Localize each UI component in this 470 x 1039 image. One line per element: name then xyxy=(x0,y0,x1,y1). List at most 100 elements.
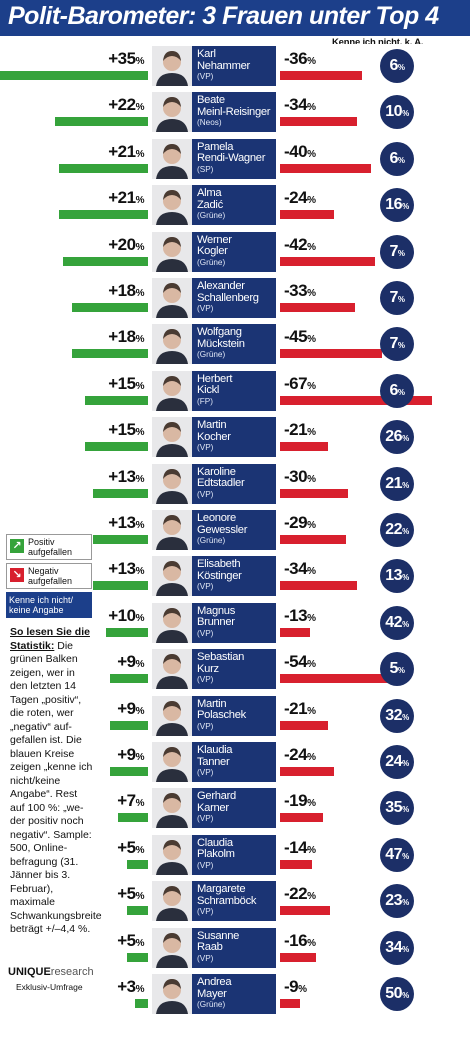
percent-sign: % xyxy=(307,56,316,67)
unknown-value: 10 xyxy=(385,103,403,121)
percent-sign: % xyxy=(135,705,145,717)
unknown-circle: 35% xyxy=(380,791,414,826)
negative-value: -24% xyxy=(284,745,316,765)
unknown-value: 35 xyxy=(385,799,403,817)
chart-title: Polit-Barometer: 3 Frauen unter Top 4 xyxy=(8,2,439,30)
negative-bar xyxy=(280,767,335,776)
unknown-circle: 7% xyxy=(380,327,414,362)
negative-value: -42% xyxy=(284,235,316,255)
unknown-circle: 50% xyxy=(380,977,414,1011)
negative-bar xyxy=(280,859,312,869)
percent-sign: % xyxy=(402,434,409,444)
party-label: (VP) xyxy=(197,721,214,731)
last-name: Kocher xyxy=(197,430,231,443)
percent-sign: % xyxy=(402,851,409,861)
name-box: Herbert Kickl (FP) xyxy=(192,370,276,411)
unknown-value: 47 xyxy=(385,845,403,863)
percent-sign: % xyxy=(135,380,145,392)
negative-value: -13% xyxy=(284,606,316,626)
last-name: Polaschek xyxy=(197,709,246,722)
party-label: (VP) xyxy=(197,907,214,917)
negative-bar xyxy=(280,535,346,544)
legend-positive-label: Positiv aufgefallen xyxy=(28,537,73,557)
negative-value: -19% xyxy=(284,791,316,811)
percent-sign: % xyxy=(307,752,316,763)
unknown-value: 32 xyxy=(385,706,403,724)
name-box: Karoline Edtstadler (VP) xyxy=(192,463,276,504)
percent-sign: % xyxy=(135,752,145,763)
name-box: Magnus Brunner (VP) xyxy=(192,602,276,643)
name-box: Beate Meinl-Reisinger (Neos) xyxy=(192,92,276,133)
person-silhouette-icon xyxy=(156,979,188,1014)
positive-value: +13% xyxy=(64,513,144,533)
positive-bar xyxy=(118,813,148,823)
percent-sign: % xyxy=(135,891,145,903)
name-box: Margarete Schramböck (VP) xyxy=(192,881,276,922)
portrait-photo xyxy=(152,463,192,504)
negative-bar xyxy=(280,256,376,266)
last-name: Kogler xyxy=(197,245,228,258)
unknown-circle: 13% xyxy=(380,559,414,594)
negative-value-number: -24 xyxy=(284,745,308,764)
percent-sign: % xyxy=(402,759,409,768)
negative-bar xyxy=(280,720,328,730)
party-label: (VP) xyxy=(197,860,214,870)
positive-bar xyxy=(84,442,148,452)
person-silhouette-icon xyxy=(156,422,188,458)
positive-value: +18% xyxy=(64,281,144,301)
name-box: Klaudia Tanner (VP) xyxy=(192,742,276,782)
positive-value-number: +22 xyxy=(108,95,136,115)
percent-sign: % xyxy=(402,573,409,583)
party-label: (FP) xyxy=(197,396,213,406)
party-label: (VP) xyxy=(197,814,214,824)
person-silhouette-icon xyxy=(156,747,188,782)
positive-bar xyxy=(93,581,148,591)
negative-bar xyxy=(280,488,349,498)
positive-value-number: +13 xyxy=(108,466,136,486)
percent-sign: % xyxy=(402,619,409,629)
percent-sign: % xyxy=(402,109,409,119)
negative-value: -16% xyxy=(284,931,316,951)
negative-value: -21% xyxy=(284,420,316,440)
unknown-value: 21 xyxy=(385,474,403,492)
name-box: Werner Kogler (Grüne) xyxy=(192,231,276,272)
percent-sign: % xyxy=(135,334,145,346)
person-silhouette-icon xyxy=(156,932,188,968)
name-box: Martin Polaschek (VP) xyxy=(192,695,276,736)
negative-value: -14% xyxy=(284,838,316,858)
name-box: Karl Nehammer (VP) xyxy=(192,46,276,86)
percent-sign: % xyxy=(307,288,316,299)
percent-sign: % xyxy=(135,102,145,114)
person-silhouette-icon xyxy=(156,283,188,318)
negative-bar xyxy=(280,952,317,962)
percent-sign: % xyxy=(135,427,145,439)
unknown-value: 24 xyxy=(385,753,403,770)
negative-value-number: -21 xyxy=(284,698,308,718)
name-box: Elisabeth Köstinger (VP) xyxy=(192,556,276,597)
negative-value: -21% xyxy=(284,698,316,719)
name-box: Susanne Raab (VP) xyxy=(192,927,276,968)
positive-bar xyxy=(93,535,148,544)
negative-value: -40% xyxy=(284,142,316,162)
person-silhouette-icon xyxy=(156,329,188,365)
negative-bar xyxy=(280,349,383,359)
unknown-circle: 6% xyxy=(380,141,414,176)
positive-value-number: +21 xyxy=(108,141,136,161)
first-name: Gerhard xyxy=(197,790,236,803)
person-silhouette-icon xyxy=(156,839,188,875)
person-silhouette-icon xyxy=(156,97,188,133)
party-label: (VP) xyxy=(197,768,214,777)
name-box: Alma Zadić (Grüne) xyxy=(192,185,276,226)
percent-sign: % xyxy=(135,612,145,624)
positive-value: +9% xyxy=(64,745,144,765)
positive-value: +22% xyxy=(64,95,144,115)
unknown-circle: 5% xyxy=(380,652,414,687)
positive-value: +21% xyxy=(64,188,144,208)
person-silhouette-icon xyxy=(156,654,188,690)
negative-value-number: -54 xyxy=(284,652,308,672)
unknown-circle: 42% xyxy=(380,605,414,640)
unknown-value: 13 xyxy=(385,567,403,585)
positive-value: +15% xyxy=(64,420,144,440)
percent-sign: % xyxy=(402,805,409,815)
negative-value-number: -24 xyxy=(284,188,308,208)
